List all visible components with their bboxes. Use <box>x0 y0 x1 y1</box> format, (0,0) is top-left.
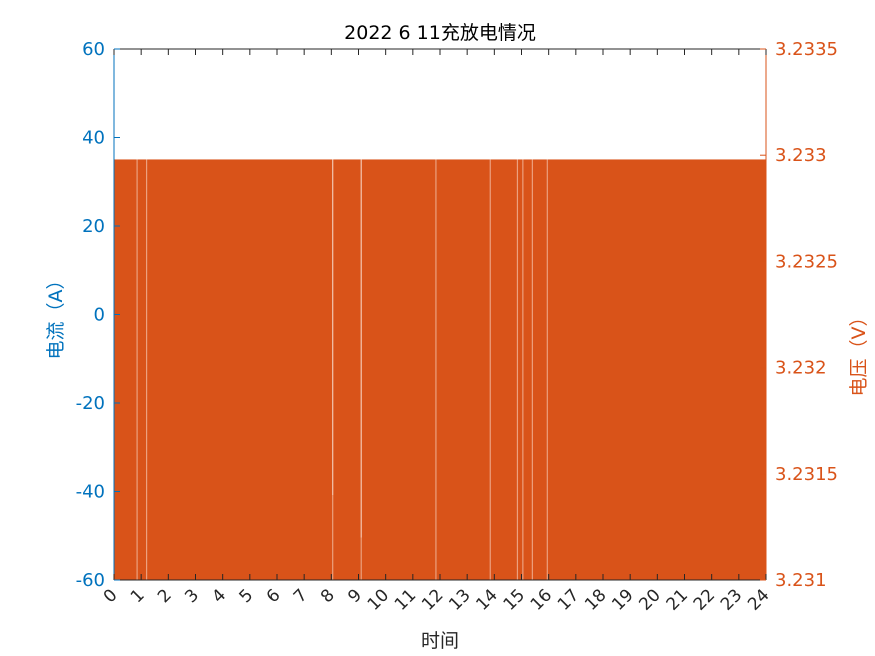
y-left-tick-label: -20 <box>76 393 105 414</box>
x-tick-label: 5 <box>236 585 258 607</box>
x-tick-label: 20 <box>635 585 664 614</box>
x-tick-label: 16 <box>527 585 556 614</box>
x-tick-label: 19 <box>608 585 637 614</box>
y-right-tick-label: 3.233 <box>775 145 827 166</box>
x-tick-label: 2 <box>154 585 176 607</box>
y-right-tick-label: 3.232 <box>775 358 827 379</box>
x-tick-label: 1 <box>127 585 149 607</box>
y-axis-right-label: 电压（V） <box>848 308 870 397</box>
chart-title: 2022 6 11充放电情况 <box>344 22 536 44</box>
y-left-tick-label: 0 <box>94 305 105 326</box>
x-tick-label: 9 <box>344 585 366 607</box>
x-tick-label: 3 <box>181 585 203 607</box>
x-tick-label: 7 <box>290 585 312 607</box>
x-tick-label: 23 <box>717 585 746 614</box>
x-tick-label: 21 <box>663 585 692 614</box>
x-tick-label: 11 <box>391 585 420 614</box>
x-tick-label: 22 <box>690 585 719 614</box>
y-left-tick-label: 20 <box>82 216 105 237</box>
y-left-tick-label: -40 <box>76 482 105 503</box>
x-tick-label: 14 <box>472 585 501 614</box>
x-tick-label: 8 <box>317 585 339 607</box>
x-axis-label: 时间 <box>421 630 459 652</box>
x-tick-label: 6 <box>263 585 285 607</box>
y-right-tick-label: 3.2325 <box>775 251 838 272</box>
y-axis-left-label: 电流（A） <box>45 271 67 360</box>
x-tick-label: 24 <box>744 585 773 614</box>
y-right-tick-label: 3.231 <box>775 570 827 591</box>
x-tick-label: 12 <box>418 585 447 614</box>
x-tick-label: 17 <box>554 585 583 614</box>
x-tick-label: 13 <box>445 585 474 614</box>
x-tick-label: 15 <box>500 585 529 614</box>
x-tick-label: 4 <box>208 585 230 607</box>
y-right-tick-label: 3.2335 <box>775 39 838 60</box>
x-tick-label: 18 <box>581 585 610 614</box>
y-left-tick-label: 60 <box>82 39 105 60</box>
series-fill-0 <box>114 159 766 580</box>
y-right-tick-label: 3.2315 <box>775 464 838 485</box>
y-left-tick-label: 40 <box>82 128 105 149</box>
x-tick-label: 10 <box>364 585 393 614</box>
y-left-tick-label: -60 <box>76 570 105 591</box>
plot-area <box>114 49 766 580</box>
